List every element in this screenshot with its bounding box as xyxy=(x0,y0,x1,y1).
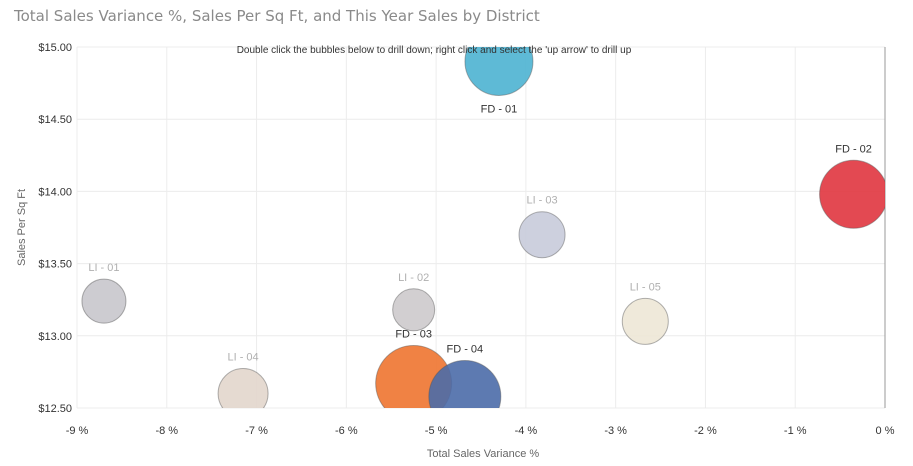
y-tick-label: $14.00 xyxy=(38,186,72,198)
x-tick-label: -1 % xyxy=(784,425,807,437)
bubble-li-04[interactable] xyxy=(217,368,269,419)
x-tick-label: -3 % xyxy=(604,425,627,437)
bubble-li-05[interactable] xyxy=(621,297,669,345)
bubble-label: LI - 02 xyxy=(398,272,429,284)
bubble-fd-02[interactable] xyxy=(819,159,888,229)
x-tick-label: -5 % xyxy=(425,425,448,437)
x-tick-label: 0 % xyxy=(876,425,895,437)
bubble-label: FD - 01 xyxy=(481,103,518,115)
bubble-fd-01[interactable] xyxy=(464,27,534,96)
x-tick-label: -4 % xyxy=(515,425,538,437)
y-tick-label: $13.50 xyxy=(38,259,72,271)
bubble-label: FD - 02 xyxy=(835,143,872,155)
y-tick-label: $14.50 xyxy=(38,114,72,126)
x-tick-label: -6 % xyxy=(335,425,358,437)
bubble-label: LI - 05 xyxy=(630,281,661,293)
bubble-label: FD - 04 xyxy=(446,343,483,355)
x-tick-label: -2 % xyxy=(694,425,717,437)
drill-instructions: Double click the bubbles below to drill … xyxy=(237,45,632,56)
x-tick-label: -8 % xyxy=(155,425,178,437)
bubble-li-03[interactable] xyxy=(518,211,566,259)
bubble-label: LI - 01 xyxy=(88,262,119,274)
bubble-label: LI - 04 xyxy=(227,352,258,364)
bubble-li-01[interactable] xyxy=(81,278,127,324)
x-tick-label: -7 % xyxy=(245,425,268,437)
y-axis-title: Sales Per Sq Ft xyxy=(16,189,28,266)
y-tick-label: $15.00 xyxy=(38,42,72,54)
x-axis-title: Total Sales Variance % xyxy=(427,448,540,460)
bubble-fd-04[interactable] xyxy=(428,359,502,432)
bubble-label: FD - 03 xyxy=(395,328,432,340)
bubble-layer xyxy=(81,27,888,432)
chart-title: Total Sales Variance %, Sales Per Sq Ft,… xyxy=(14,7,540,25)
bubble-label: LI - 03 xyxy=(526,195,557,207)
y-tick-label: $13.00 xyxy=(38,331,72,343)
y-tick-label: $12.50 xyxy=(38,403,72,415)
bubble-li-02[interactable] xyxy=(392,288,436,332)
x-tick-label: -9 % xyxy=(66,425,89,437)
